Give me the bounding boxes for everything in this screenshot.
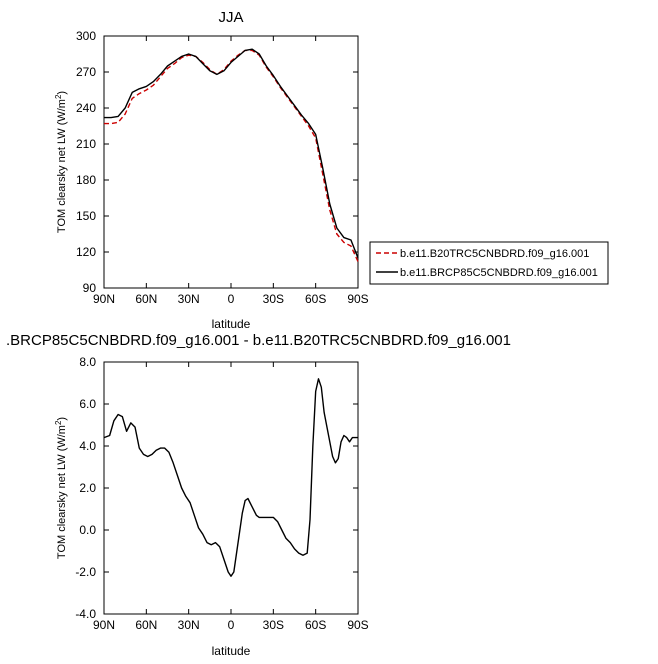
y-tick-label: 8.0 [79,355,96,369]
x-tick-label: 30N [178,618,200,632]
legend: b.e11.B20TRC5CNBDRD.f09_g16.001 b.e11.BR… [369,241,609,285]
bottom-y-axis-label-end: ) [56,417,68,421]
legend-label-historical: b.e11.B20TRC5CNBDRD.f09_g16.001 [400,248,589,260]
top-plot-frame [103,35,359,289]
x-tick-label: 0 [228,292,235,306]
bottom-chart-title: .BRCP85C5CNBDRD.f09_g16.001 - b.e11.B20T… [6,332,511,349]
top-series-lines [104,48,359,262]
x-tick-label: 30S [263,292,284,306]
series-line-0 [104,49,359,262]
y-tick-label: 240 [76,101,96,115]
y-tick-label: 2.0 [79,481,96,495]
y-tick-label: -2.0 [75,565,96,579]
x-tick-label: 90S [347,292,368,306]
x-tick-label: 90N [93,292,115,306]
y-tick-label: 150 [76,209,96,223]
top-panel: JJA 90N 60N 30N 0 30S 60S 90S 300 270 240 210 180 1… [54,9,609,331]
top-y-axis-label: TOM clearsky net LW (W/m2) [54,91,68,233]
y-tick-label: 4.0 [79,439,96,453]
bottom-y-axis-label-sup: 2 [54,420,63,425]
x-tick-label: 60S [305,292,326,306]
x-tick-label: 30N [178,292,200,306]
x-tick-label: 0 [228,618,235,632]
bottom-y-ticks: 8.0 6.0 4.0 2.0 0.0 -2.0 -4.0 [75,355,358,621]
top-y-axis-label-end: ) [56,91,68,95]
top-chart-title: JJA [218,9,243,26]
y-tick-label: 300 [76,29,96,43]
y-tick-label: 210 [76,137,96,151]
top-y-ticks: 300 270 240 210 180 150 120 90 [76,29,358,295]
top-x-ticks: 90N 60N 30N 0 30S 60S 90S [93,36,369,306]
x-tick-label: 30S [263,618,284,632]
series-line-1 [104,48,359,259]
x-tick-label: 60N [135,292,157,306]
x-tick-label: 90S [347,618,368,632]
bottom-y-axis-label: TOM clearsky net LW (W/m2) [54,417,68,559]
bottom-series-lines [103,378,358,577]
x-tick-label: 90N [93,618,115,632]
top-x-axis-label: latitude [212,317,251,331]
bottom-panel: .BRCP85C5CNBDRD.f09_g16.001 - b.e11.B20T… [6,332,511,658]
y-tick-label: 120 [76,245,96,259]
bottom-x-axis-label: latitude [212,644,251,658]
bottom-y-axis-label-main: TOM clearsky net LW (W/m [56,425,68,559]
y-tick-label: -4.0 [75,607,96,621]
series-line-0 [103,378,358,577]
top-y-axis-label-main: TOM clearsky net LW (W/m [56,99,68,233]
y-tick-label: 90 [83,281,97,295]
legend-box [369,241,609,285]
x-tick-label: 60S [305,618,326,632]
y-tick-label: 6.0 [79,397,96,411]
bottom-x-ticks: 90N 60N 30N 0 30S 60S 90S [93,362,369,632]
y-tick-label: 0.0 [79,523,96,537]
x-tick-label: 60N [135,618,157,632]
y-tick-label: 270 [76,65,96,79]
y-tick-label: 180 [76,173,96,187]
legend-label-rcp85: b.e11.BRCP85C5CNBDRD.f09_g16.001 [400,267,598,279]
top-y-axis-label-sup: 2 [54,94,63,99]
